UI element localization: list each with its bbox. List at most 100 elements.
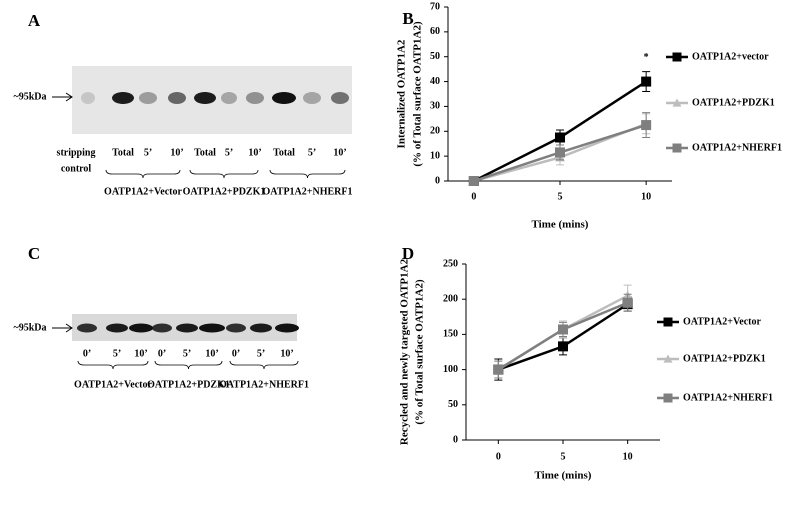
y-tick-label: 10 bbox=[430, 150, 440, 161]
y-axis-label: Recycled and newly targeted OATP1A2 bbox=[399, 258, 411, 445]
lane-label: stripping bbox=[57, 147, 96, 158]
panel-letter: B bbox=[402, 9, 413, 28]
y-axis-label: Internalized OATP1A2 bbox=[396, 39, 408, 148]
mw-marker: ~95kDa bbox=[14, 91, 47, 102]
blot-band bbox=[168, 92, 186, 104]
group-brace bbox=[154, 360, 223, 370]
y-tick-label: 60 bbox=[430, 26, 440, 37]
group-brace bbox=[269, 169, 346, 179]
group-label: OATP1A2+Vector bbox=[74, 379, 152, 390]
lane-label: control bbox=[61, 163, 92, 174]
data-point bbox=[468, 176, 479, 186]
x-axis-label: Time (mins) bbox=[535, 470, 592, 482]
lane-label: Total bbox=[194, 147, 216, 158]
lane-label: 5’ bbox=[225, 147, 233, 158]
data-point bbox=[622, 297, 633, 308]
lane-label: 5’ bbox=[183, 348, 191, 359]
y-tick-label: 250 bbox=[443, 258, 458, 269]
data-point bbox=[641, 76, 652, 87]
group-label: OATP1A2+PDZK1 bbox=[147, 379, 230, 390]
group-label: OATP1A2+NHERF1 bbox=[219, 379, 309, 390]
y-tick-label: 20 bbox=[430, 126, 440, 137]
blot-band bbox=[77, 323, 97, 333]
group-brace bbox=[189, 169, 259, 179]
blot-band bbox=[129, 323, 153, 333]
legend-marker bbox=[672, 143, 682, 153]
x-tick-label: 0 bbox=[496, 451, 501, 462]
data-point bbox=[493, 364, 504, 375]
blot-band bbox=[226, 323, 246, 333]
blot-band bbox=[112, 92, 134, 104]
x-tick-label: 10 bbox=[641, 191, 651, 202]
data-point bbox=[555, 147, 565, 158]
legend-label: OATP1A2+vector bbox=[692, 51, 769, 62]
annotation: * bbox=[644, 52, 649, 63]
blot-band bbox=[176, 323, 198, 333]
y-tick-label: 150 bbox=[443, 329, 458, 340]
group-label: OATP1A2+Vector bbox=[104, 186, 182, 197]
y-tick-label: 40 bbox=[430, 76, 440, 87]
legend-label: OATP1A2+PDZK1 bbox=[692, 97, 775, 108]
blot-band bbox=[272, 92, 296, 104]
x-tick-label: 0 bbox=[471, 191, 476, 202]
panel-letter: D bbox=[402, 244, 414, 263]
panel-letter: A bbox=[28, 11, 41, 30]
group-brace bbox=[229, 360, 299, 370]
lane-label: Total bbox=[273, 147, 295, 158]
mw-marker: ~95kDa bbox=[14, 322, 47, 333]
legend-marker bbox=[663, 393, 673, 403]
lane-label: 0’ bbox=[83, 348, 91, 359]
y-tick-label: 100 bbox=[443, 364, 458, 375]
legend-label: OATP1A2+Vector bbox=[683, 316, 761, 327]
y-tick-label: 200 bbox=[443, 293, 458, 304]
lane-label: 5’ bbox=[113, 348, 121, 359]
mw-arrowhead bbox=[65, 323, 73, 333]
lane-label: 10’ bbox=[205, 348, 218, 359]
data-point bbox=[558, 324, 568, 335]
y-tick-label: 30 bbox=[430, 101, 440, 112]
data-point bbox=[641, 120, 652, 131]
lane-label: Total bbox=[112, 147, 134, 158]
y-tick-label: 0 bbox=[435, 175, 440, 186]
lane-label: 5’ bbox=[144, 147, 152, 158]
y-tick-label: 70 bbox=[430, 1, 440, 12]
lane-label: 5’ bbox=[308, 147, 316, 158]
blot-band bbox=[331, 92, 349, 104]
blot-band bbox=[106, 323, 128, 333]
panel-letter: C bbox=[28, 244, 40, 263]
blot-band bbox=[246, 92, 264, 104]
lane-label: 10’ bbox=[248, 147, 261, 158]
legend-label: OATP1A2+PDZK1 bbox=[683, 353, 766, 364]
blot-band bbox=[275, 323, 299, 333]
blot-band bbox=[303, 92, 321, 104]
lane-label: 10’ bbox=[280, 348, 293, 359]
lane-label: 10’ bbox=[170, 147, 183, 158]
group-brace bbox=[105, 169, 181, 179]
legend-marker bbox=[672, 98, 682, 107]
blot-band bbox=[194, 92, 216, 104]
lane-label: 5’ bbox=[257, 348, 265, 359]
lane-label: 0’ bbox=[232, 348, 240, 359]
x-tick-label: 10 bbox=[623, 451, 633, 462]
data-point bbox=[555, 132, 565, 143]
blot-band bbox=[250, 323, 272, 333]
group-brace bbox=[77, 360, 149, 370]
mw-arrowhead bbox=[65, 92, 73, 102]
x-axis-label: Time (mins) bbox=[532, 219, 589, 231]
legend-marker bbox=[663, 317, 673, 327]
y-tick-label: 0 bbox=[453, 434, 458, 445]
legend-label: OATP1A2+NHERF1 bbox=[692, 142, 782, 153]
blot-band bbox=[199, 323, 225, 333]
blot-band bbox=[81, 92, 95, 104]
y-axis-label: (% of Total surface OATP1A2) bbox=[414, 279, 426, 425]
group-label: OATP1A2+NHERF1 bbox=[263, 186, 353, 197]
blot-band bbox=[139, 92, 157, 104]
lane-label: 0’ bbox=[158, 348, 166, 359]
y-axis-label: (% of Total surface OATP1A2) bbox=[412, 21, 424, 167]
y-tick-label: 50 bbox=[430, 51, 440, 62]
legend-marker bbox=[672, 52, 682, 62]
blot-band bbox=[221, 92, 237, 104]
lane-label: 10’ bbox=[134, 348, 147, 359]
lane-label: 10’ bbox=[333, 147, 346, 158]
